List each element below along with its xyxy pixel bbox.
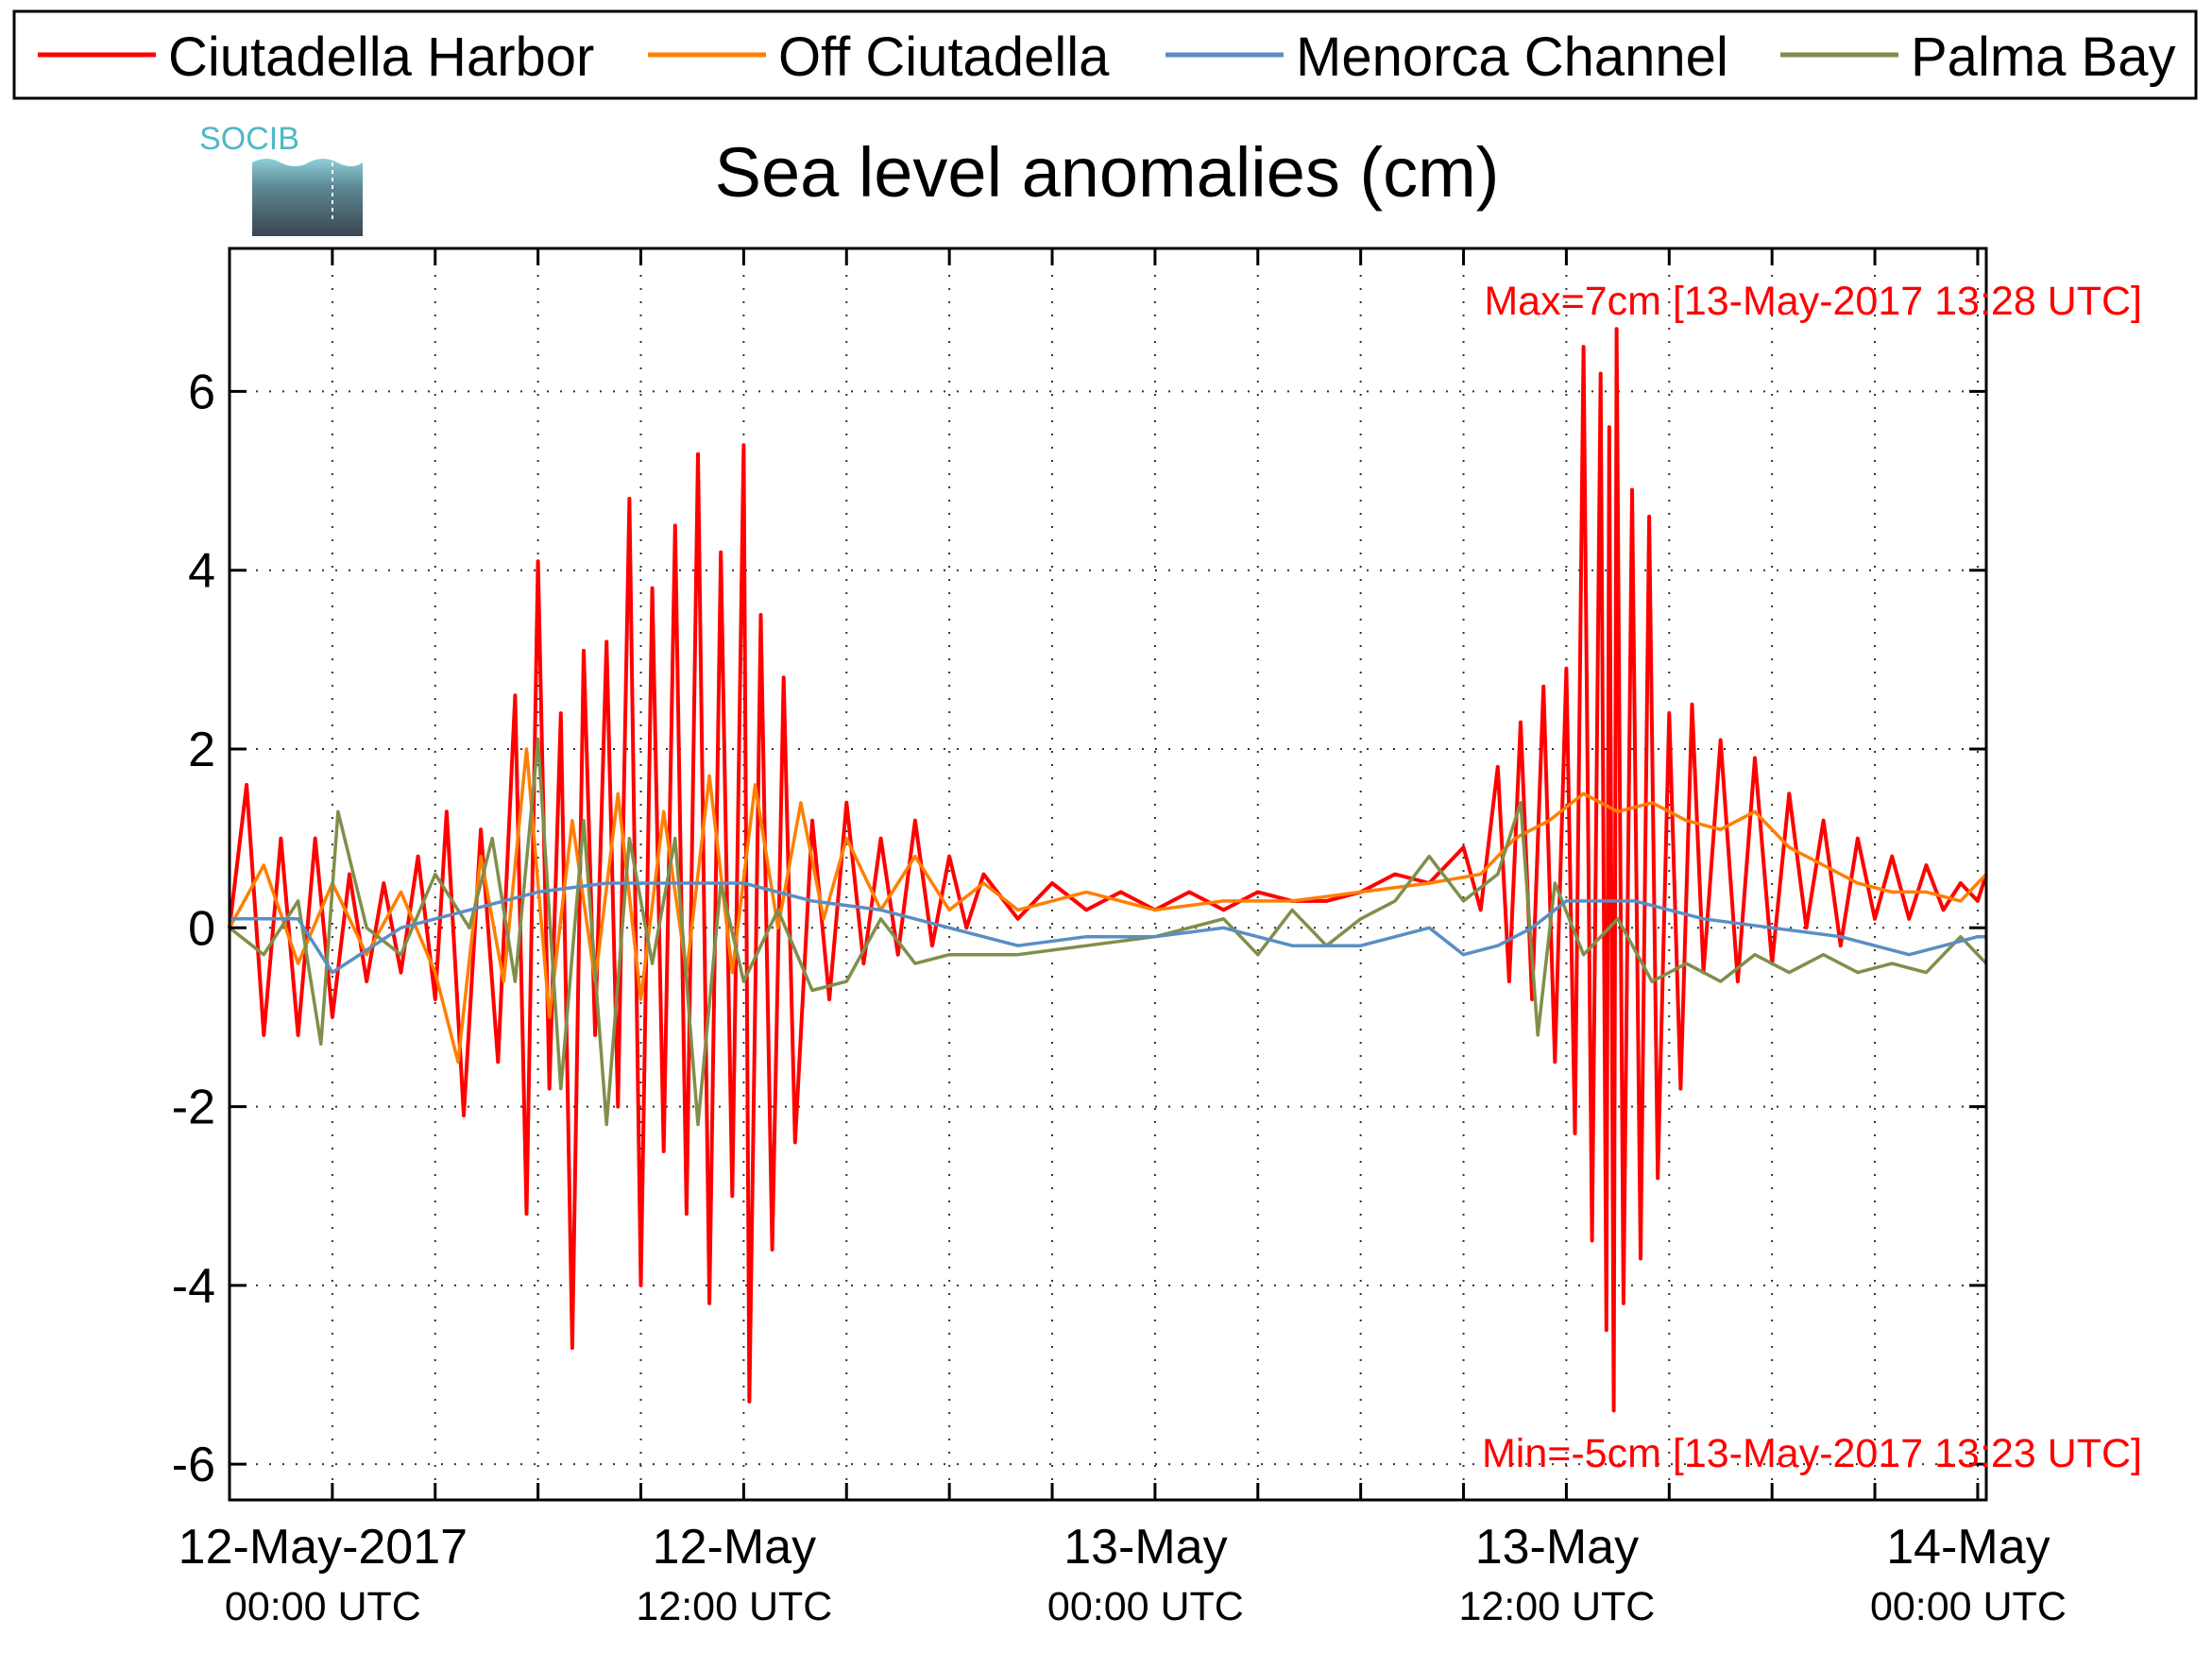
socib-logo: SOCIB bbox=[199, 121, 363, 236]
x-tick-label-time: 12:00 UTC bbox=[636, 1584, 832, 1629]
x-tick-label-time: 12:00 UTC bbox=[1458, 1584, 1655, 1629]
y-tick-label: 0 bbox=[188, 901, 215, 956]
y-tick-label: 2 bbox=[188, 723, 215, 777]
max-annotation: Max=7cm [13-May-2017 13:28 UTC] bbox=[1484, 279, 2142, 324]
legend-label-palma-bay: Palma Bay bbox=[1911, 26, 2175, 88]
legend-entry-menorca-channel: Menorca Channel bbox=[1166, 26, 1728, 88]
legend-entry-off-ciutadella: Off Ciutadella bbox=[648, 26, 1110, 88]
legend-entry-palma-bay: Palma Bay bbox=[1780, 26, 2175, 88]
series-line-menorca-channel bbox=[230, 881, 1986, 975]
series-lines bbox=[228, 327, 1988, 1413]
series-line-palma-bay bbox=[228, 738, 1988, 1127]
logo-wave bbox=[252, 159, 363, 236]
y-tick-label: -2 bbox=[172, 1081, 215, 1135]
x-axis-tick-labels: 12-May-2017 00:00 UTC 12-May 12:00 UTC 13-Ma… bbox=[179, 1520, 2067, 1629]
x-tick-label-date: 13-May bbox=[1063, 1520, 1227, 1575]
x-tick-label-date: 12-May-2017 bbox=[179, 1520, 468, 1575]
legend: Ciutadella Harbor Off Ciutadella Menorca… bbox=[12, 9, 2198, 100]
series-line-ciutadella-harbor bbox=[228, 327, 1988, 1413]
x-tick-label-time: 00:00 UTC bbox=[225, 1584, 421, 1629]
y-tick-label: 6 bbox=[188, 365, 215, 419]
x-tick-label-time: 00:00 UTC bbox=[1047, 1584, 1244, 1629]
logo-text: SOCIB bbox=[199, 121, 299, 157]
x-tick-label-date: 14-May bbox=[1886, 1520, 2050, 1575]
legend-label-off-ciutadella: Off Ciutadella bbox=[778, 26, 1110, 88]
y-tick-label: -4 bbox=[172, 1259, 215, 1314]
chart-title: Sea level anomalies (cm) bbox=[715, 133, 1500, 212]
y-tick-label: 4 bbox=[188, 544, 215, 599]
x-tick-label-time: 00:00 UTC bbox=[1870, 1584, 2067, 1629]
legend-label-ciutadella-harbor: Ciutadella Harbor bbox=[168, 26, 594, 88]
y-axis-tick-labels: 6 4 2 0 -2 -4 -6 bbox=[172, 365, 215, 1492]
series-line-off-ciutadella bbox=[228, 747, 1988, 1064]
plot-area bbox=[230, 248, 1986, 1500]
x-tick-label-date: 12-May bbox=[653, 1520, 816, 1575]
axis-ticks bbox=[230, 248, 1986, 1500]
plot-frame bbox=[228, 247, 1988, 1502]
y-tick-label: -6 bbox=[172, 1438, 215, 1492]
x-tick-label-date: 13-May bbox=[1475, 1520, 1639, 1575]
legend-entry-ciutadella-harbor: Ciutadella Harbor bbox=[38, 26, 594, 88]
legend-label-menorca-channel: Menorca Channel bbox=[1296, 26, 1728, 88]
min-annotation: Min=-5cm [13-May-2017 13:23 UTC] bbox=[1482, 1431, 2142, 1476]
